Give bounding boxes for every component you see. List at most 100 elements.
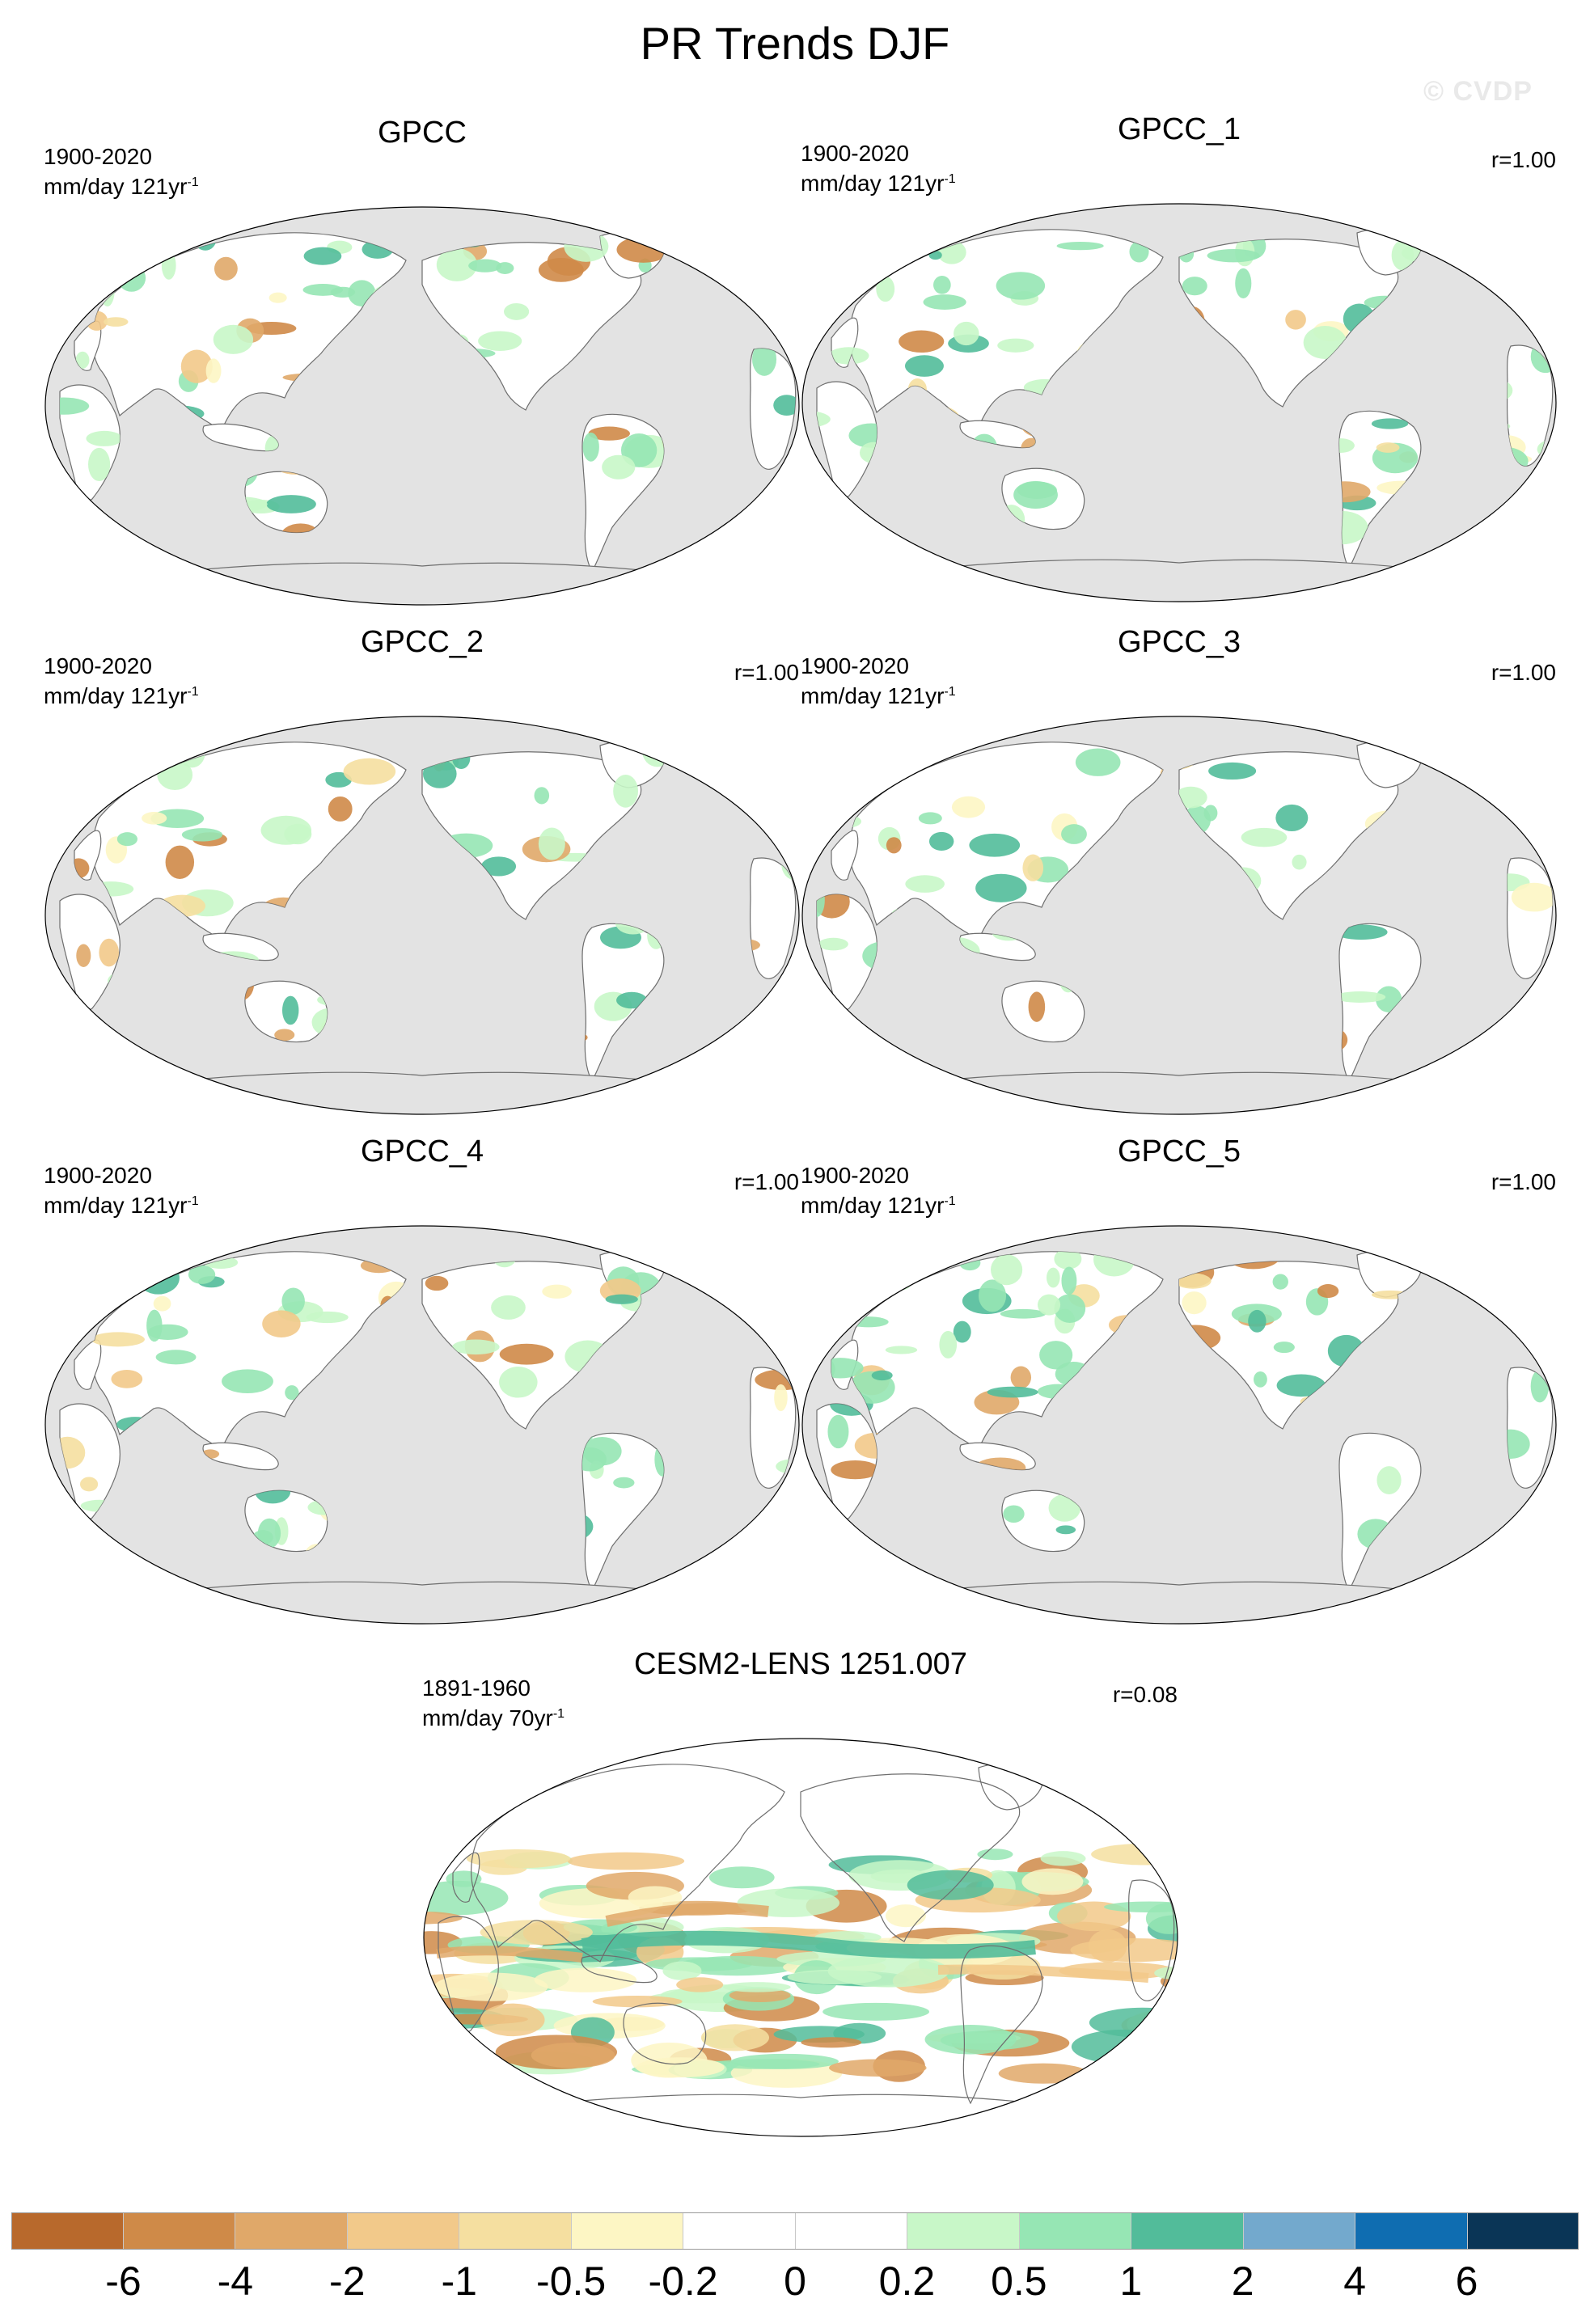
- trend-patch: [478, 331, 522, 351]
- trend-patch: [104, 317, 129, 327]
- trend-patch: [538, 827, 565, 860]
- trend-patch: [79, 1477, 99, 1492]
- world-map: [44, 206, 800, 606]
- trend-patch: [1500, 1529, 1521, 1559]
- trend-patch: [998, 2063, 1089, 2084]
- trend-patch: [828, 347, 869, 365]
- coastline: [1127, 1879, 1175, 2001]
- land-europeEast: [734, 1270, 775, 1316]
- colorbar-tick-label: -6: [105, 2259, 142, 2304]
- colorbar-tick-label: 0: [784, 2259, 806, 2304]
- trend-patch: [181, 828, 223, 842]
- panel-units: mm/day 121yr-1: [44, 683, 199, 708]
- trend-patch: [165, 845, 195, 879]
- trend-patch: [1037, 1294, 1061, 1316]
- trend-patch: [1061, 824, 1087, 844]
- trend-patch: [1525, 797, 1543, 824]
- trend-patch: [1317, 1284, 1339, 1299]
- colorbar-swatch: [571, 2212, 683, 2250]
- panel-period: 1891-1960: [422, 1675, 531, 1701]
- trend-patch: [899, 330, 945, 353]
- panel-units: mm/day 121yr-1: [44, 1193, 199, 1218]
- trend-patch: [1040, 1851, 1086, 1866]
- trend-patch: [987, 1386, 1038, 1398]
- trend-patch: [155, 1350, 197, 1365]
- colorbar-swatch: [683, 2212, 796, 2250]
- trend-patch: [827, 1414, 849, 1449]
- trend-patch: [846, 754, 865, 784]
- panel-title: CESM2-LENS 1251.007: [634, 1647, 967, 1681]
- trend-patch: [768, 767, 796, 776]
- colorbar-swatch: [11, 2212, 124, 2250]
- panel-title: GPCC_1: [1117, 112, 1241, 146]
- trend-patch: [1451, 247, 1491, 263]
- trend-patch: [1039, 1341, 1073, 1370]
- trend-patch: [1089, 1929, 1127, 1963]
- trend-patch: [817, 484, 830, 501]
- trend-patch: [534, 787, 550, 805]
- trend-patch: [1275, 804, 1309, 831]
- panel-period: 1900-2020: [801, 141, 909, 166]
- trend-patch: [1431, 1261, 1449, 1273]
- map-panel-cesm2-lens: CESM2-LENS 1251.007 1891-1960 mm/day 70y…: [421, 1646, 1181, 2148]
- trend-patch: [1241, 827, 1288, 847]
- trend-patch: [742, 247, 772, 264]
- trend-patch: [76, 944, 91, 967]
- colorbar-tick-label: -1: [441, 2259, 477, 2304]
- world-map: [44, 1225, 800, 1625]
- colorbar-swatch: [1467, 2212, 1579, 2250]
- trend-patch: [729, 1988, 791, 2002]
- map-panel-gpcc: GPCC 1900-2020 mm/day 121yr-1: [42, 115, 802, 616]
- trend-patch: [641, 741, 673, 767]
- trend-patch: [303, 247, 342, 265]
- trend-patch: [480, 1920, 593, 1945]
- land-antarctica: [138, 562, 706, 605]
- trend-patch: [1048, 1494, 1081, 1522]
- trend-patch: [567, 1852, 685, 1870]
- trend-patch: [1056, 241, 1104, 251]
- trend-patch: [1248, 1309, 1267, 1333]
- land-europeEast: [1491, 1270, 1532, 1316]
- trend-patch: [188, 1265, 216, 1284]
- colorbar-tick-label: -2: [329, 2259, 366, 2304]
- trend-patch: [1013, 480, 1058, 509]
- trend-patch: [592, 1995, 683, 2008]
- map-border: [801, 716, 1557, 1115]
- trend-patch: [1292, 854, 1307, 870]
- trend-patch: [977, 1849, 1013, 1861]
- trend-patch: [65, 1037, 82, 1058]
- trend-patch: [60, 485, 70, 497]
- trend-patch: [1376, 986, 1402, 1013]
- trend-patch: [801, 2037, 862, 2048]
- trend-patch: [613, 1477, 635, 1489]
- trend-patch: [605, 1294, 638, 1304]
- map-border: [44, 716, 800, 1115]
- trend-patch: [302, 284, 343, 296]
- trend-patch: [343, 758, 396, 785]
- trend-patch: [222, 1369, 273, 1394]
- trend-patch: [1457, 741, 1488, 762]
- land-europeEast: [734, 251, 775, 298]
- trend-patch: [60, 513, 96, 537]
- trend-patch: [99, 938, 120, 967]
- trend-patch: [884, 1278, 911, 1291]
- trend-patch: [425, 1275, 449, 1291]
- trend-patch: [975, 873, 1027, 902]
- trend-patch: [613, 774, 639, 808]
- panel-period: 1900-2020: [801, 653, 909, 678]
- colorbar-tick-label: -4: [217, 2259, 254, 2304]
- trend-patch: [1203, 805, 1218, 822]
- trend-patch: [69, 281, 87, 291]
- trend-patch: [446, 1870, 482, 1887]
- trend-patch: [285, 1385, 299, 1401]
- land-antarctica: [895, 1581, 1463, 1624]
- trend-patch: [996, 272, 1046, 300]
- land-europeEast: [1491, 247, 1532, 294]
- trend-patch: [772, 746, 792, 770]
- map-panel-gpcc-4: GPCC_4 1900-2020 mm/day 121yr-1 r=1.00: [42, 1134, 802, 1635]
- trend-patch: [153, 1295, 171, 1312]
- trend-patch: [1272, 1274, 1288, 1290]
- trend-patch: [1516, 996, 1553, 1019]
- coastline: [438, 1916, 499, 2033]
- trend-patch: [831, 1460, 880, 1480]
